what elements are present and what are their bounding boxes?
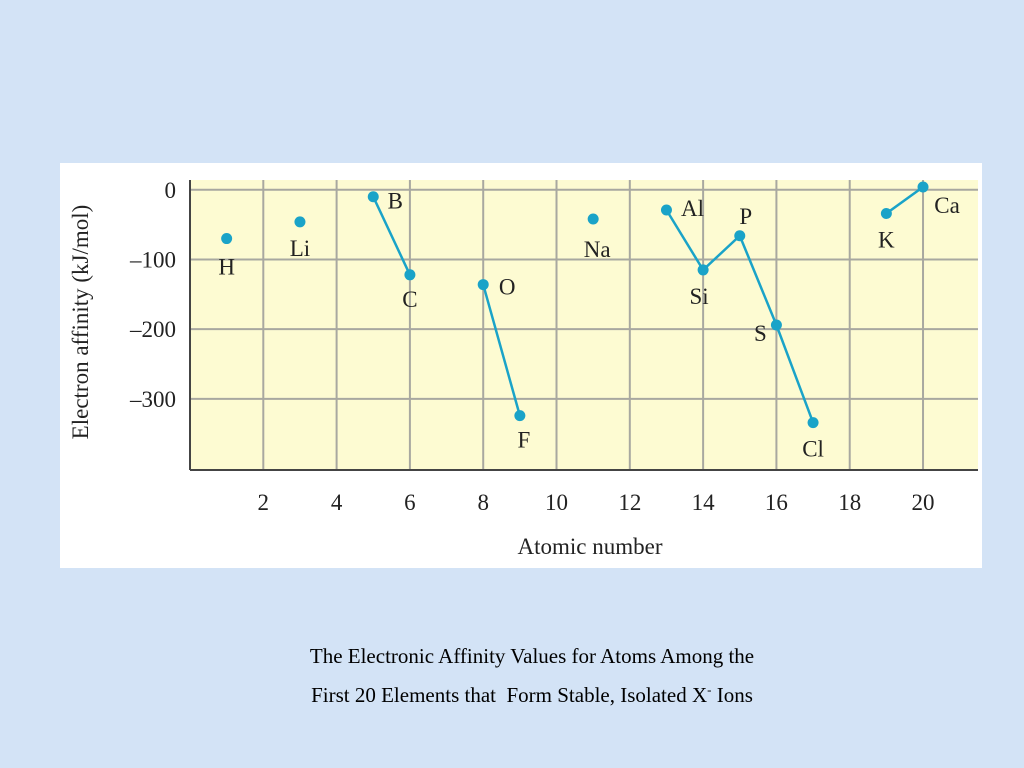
data-point [917,181,929,193]
x-tick-label: 8 [477,490,489,515]
x-tick-label: 12 [618,490,641,515]
x-tick-label: 6 [404,490,416,515]
point-label: P [739,204,752,229]
plot-area [190,180,978,470]
x-tick-label: 4 [331,490,343,515]
data-point [294,216,306,228]
x-axis-title: Atomic number [518,534,663,559]
point-label: H [218,255,235,280]
data-point [734,230,746,242]
x-tick-label: 20 [912,490,935,515]
data-point [404,269,416,281]
data-point [697,264,709,276]
point-label: B [388,189,403,214]
point-label: Li [290,236,310,261]
caption-line: The Electronic Affinity Values for Atoms… [309,644,755,668]
y-axis-title: Electron affinity (kJ/mol) [68,205,93,440]
data-point [807,417,819,429]
data-point [477,279,489,291]
point-label: Ca [934,193,960,218]
data-point [660,204,672,216]
caption: The Electronic Affinity Values for Atoms… [0,640,1024,712]
caption-superscript: - [707,682,712,697]
point-label: S [754,321,767,346]
series-line [372,185,924,424]
data-point [770,319,782,331]
point-label: Si [690,284,709,309]
point-label: O [499,275,516,300]
x-tick-label: 18 [838,490,861,515]
data-point [221,233,233,245]
data-point [514,410,526,422]
y-tick-label: –200 [129,317,176,342]
point-label: Al [681,196,704,221]
y-tick-label: –100 [129,247,176,272]
point-label: C [402,287,417,312]
x-tick-label: 10 [545,490,568,515]
x-tick-label: 2 [258,490,270,515]
chart: Atomic number Electron affinity (kJ/mol)… [60,163,982,568]
y-tick-label: 0 [165,178,177,203]
caption-line: First 20 Elements that Form Stable, Isol… [311,683,708,707]
point-label: F [517,428,530,453]
data-point [367,191,379,203]
data-point [880,207,892,219]
data-point [587,213,599,225]
y-tick-label: –300 [129,387,176,412]
point-label: Na [584,237,611,262]
x-tick-label: 14 [692,490,716,515]
caption-line: Ions [711,683,753,707]
point-label: K [878,227,895,252]
x-tick-label: 16 [765,490,788,515]
point-label: Cl [802,437,824,462]
